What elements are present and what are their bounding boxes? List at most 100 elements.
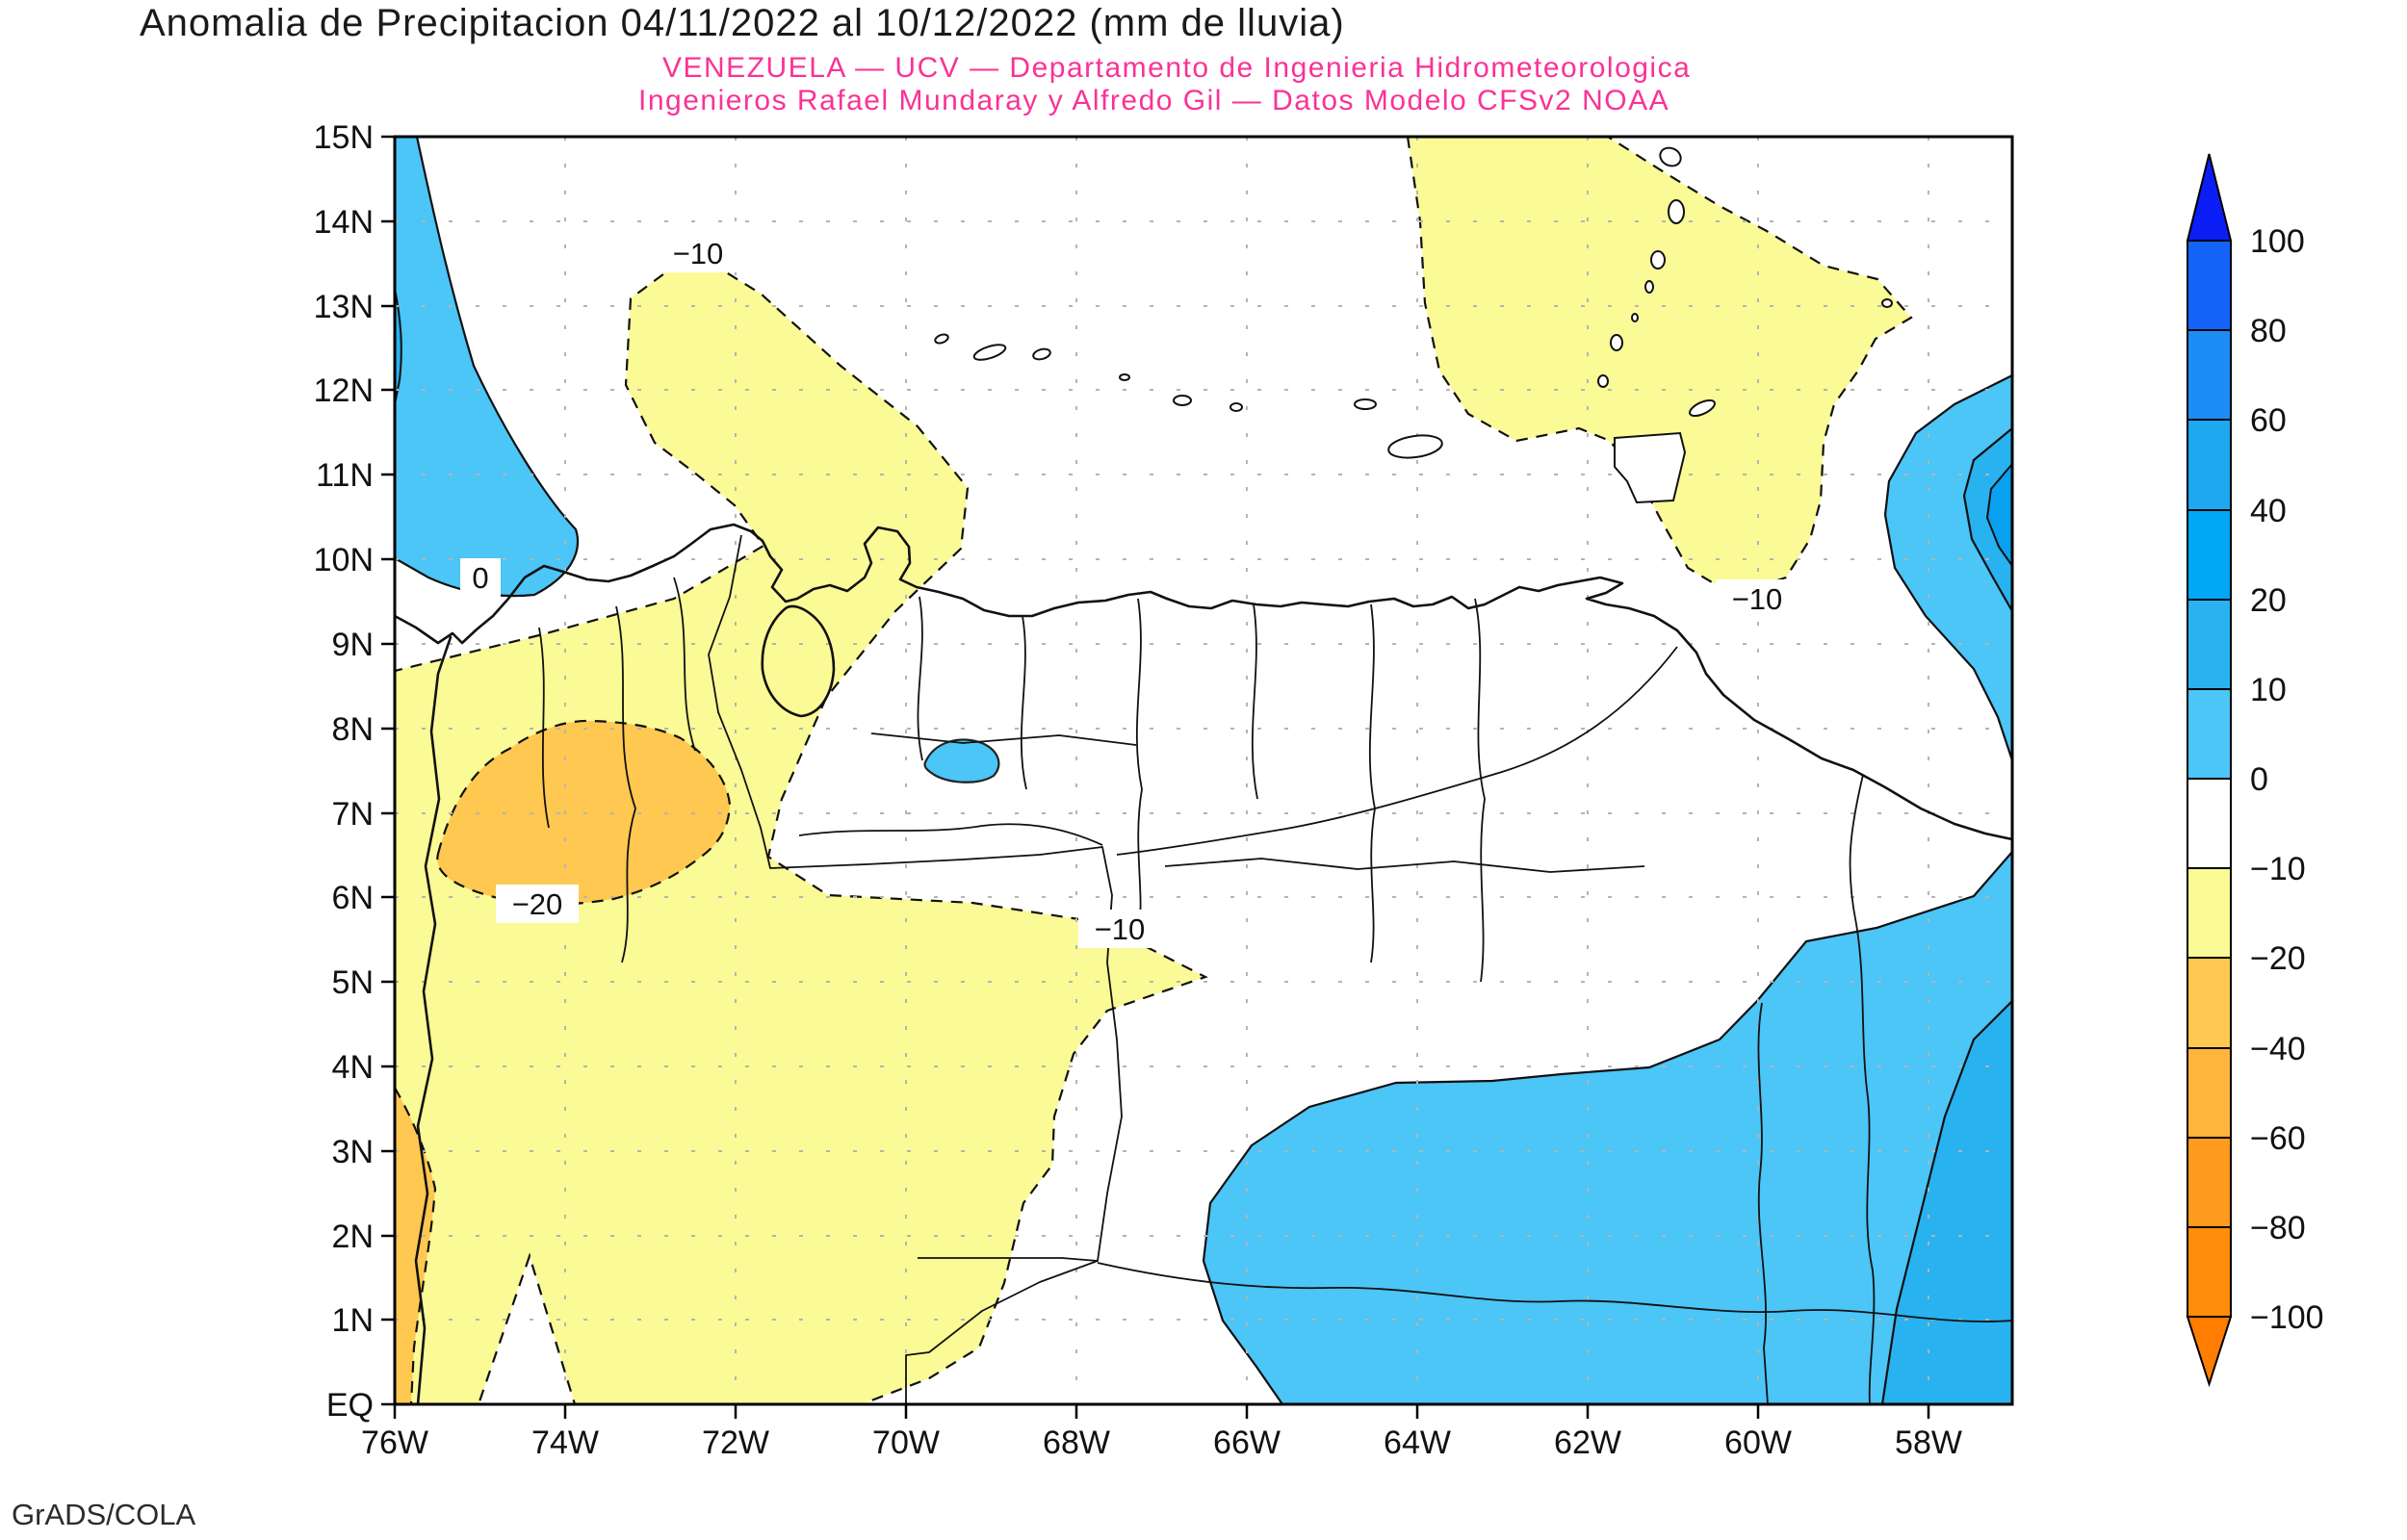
aruba-island: [934, 333, 949, 345]
margarita-island: [1387, 434, 1443, 459]
orchila-island: [1229, 402, 1243, 412]
colorbar-segment: [2187, 688, 2232, 780]
lat-label: 7N: [332, 796, 374, 833]
lat-label: 3N: [332, 1134, 374, 1170]
colorbar-label: −20: [2250, 940, 2306, 977]
los-roques-islet-1: [1119, 373, 1130, 381]
colorbar-labels: 100 80 60 40 20 10 0 −10 −20 −40 −60 −80…: [2250, 223, 2324, 1336]
contour-label: 0: [472, 561, 488, 595]
barbados-island: [1881, 298, 1893, 308]
guyana-border-east: [1757, 1002, 1769, 1405]
contour-label-box: [1078, 910, 1161, 948]
page-title: Anomalia de Precipitacion 04/11/2022 al …: [140, 2, 1345, 44]
antilles-islet-2: [1668, 199, 1685, 224]
region-pos0-small-spot: [923, 738, 1000, 783]
colorbar-segment: [2187, 419, 2232, 511]
subtitle-line-1: VENEZUELA — UCV — Departamento de Ingeni…: [662, 52, 1692, 84]
region-pos0-teardrop: [393, 135, 580, 598]
lat-axis-labels: 15N 14N 13N 12N 11N 10N 9N 8N 7N 6N 5N 4…: [314, 119, 374, 1424]
lat-label: 13N: [314, 289, 374, 325]
colorbar-label: −10: [2250, 851, 2306, 887]
map-border: [393, 135, 2014, 1406]
antilles-islet-6: [1610, 334, 1623, 351]
colorbar-segment: [2187, 1137, 2232, 1228]
lon-label: 70W: [872, 1424, 940, 1461]
contour-label: −10: [673, 237, 724, 270]
lon-label: 60W: [1724, 1424, 1792, 1461]
lat-label: 12N: [314, 372, 374, 409]
colorbar-segment: [2187, 957, 2232, 1049]
lat-label: 9N: [332, 627, 374, 663]
venezuela-brazil-border: [918, 1257, 1099, 1262]
lat-label: 1N: [332, 1302, 374, 1339]
colorbar-segment: [2187, 1226, 2232, 1318]
colorbar-label: 40: [2250, 493, 2287, 529]
colorbar-segment: [2187, 240, 2232, 331]
colorbar-label: 0: [2250, 761, 2268, 798]
lat-label: 11N: [316, 457, 374, 494]
region-neg20-west-strip: [393, 1083, 437, 1406]
colorbar-bottom-arrow: [2186, 1316, 2233, 1388]
contour-label: −10: [1732, 582, 1783, 616]
apure-river: [798, 823, 1103, 846]
region-neg10-west-band: [393, 250, 1208, 1406]
lat-label: 2N: [332, 1219, 374, 1255]
contour-label-box: [1716, 579, 1799, 618]
contour-label-box: [657, 234, 739, 272]
bonaire-island: [1032, 347, 1051, 361]
lat-label: 6N: [332, 880, 374, 916]
colorbar: 100 80 60 40 20 10 0 −10 −20 −40 −60 −80…: [2186, 153, 2324, 1388]
antilles-islet-5: [1631, 313, 1639, 322]
guyana-border-west: [1849, 774, 1876, 1405]
lon-label: 58W: [1895, 1424, 1962, 1461]
colorbar-label: 100: [2250, 223, 2305, 260]
trinidad-island: [1614, 431, 1687, 504]
grads-credit: GrADS/COLA: [12, 1498, 196, 1531]
colorbar-label: −100: [2250, 1299, 2324, 1336]
orinoco-river: [1116, 646, 1678, 856]
antilles-islet-4: [1644, 280, 1654, 294]
pacific-coastline: [414, 635, 453, 1406]
shaded-regions: [393, 135, 2014, 1406]
antilles-islet-3: [1650, 250, 1666, 270]
lat-label: 8N: [332, 711, 374, 748]
coastlines: [393, 523, 2014, 1406]
colorbar-label: 20: [2250, 582, 2287, 619]
lon-label: 68W: [1043, 1424, 1110, 1461]
colorbar-label: 10: [2250, 672, 2287, 708]
colorbar-segment: [2187, 1047, 2232, 1139]
antilles-islet-1: [1659, 146, 1682, 167]
lon-label: 76W: [361, 1424, 428, 1461]
colorbar-label: 80: [2250, 313, 2287, 349]
colorbar-label: −40: [2250, 1031, 2306, 1067]
lat-label: 14N: [314, 204, 374, 241]
lon-label: 64W: [1384, 1424, 1451, 1461]
interior-borders: [538, 577, 1645, 983]
grenada-island: [1597, 374, 1609, 388]
colorbar-label: 60: [2250, 402, 2287, 439]
contour-label-box: [460, 558, 501, 597]
lon-label: 62W: [1554, 1424, 1621, 1461]
islands: [934, 146, 1893, 504]
colorbar-segment: [2187, 329, 2232, 421]
colorbar-label: −80: [2250, 1210, 2306, 1246]
contour-label-box: [496, 885, 579, 923]
contour-line-labels: −10 0 −20 −10 −10: [460, 234, 1799, 948]
tortuga-island: [1354, 398, 1377, 410]
colorbar-segment: [2187, 778, 2232, 869]
lat-label: 15N: [314, 119, 374, 156]
region-neg10-northeast: [1406, 135, 1913, 597]
lat-label: 5N: [332, 964, 374, 1001]
colorbar-top-arrow: [2186, 153, 2233, 242]
lake-maracaibo-outline: [761, 604, 836, 718]
lat-label: EQ: [326, 1387, 374, 1424]
lon-label: 74W: [531, 1424, 599, 1461]
tobago-island: [1689, 398, 1716, 418]
lon-label: 66W: [1213, 1424, 1281, 1461]
colorbar-segment: [2187, 509, 2232, 601]
curacao-island: [972, 344, 1007, 361]
colorbar-label: −60: [2250, 1120, 2306, 1157]
los-roques-islet-2: [1173, 395, 1192, 406]
lat-label: 4N: [332, 1049, 374, 1086]
